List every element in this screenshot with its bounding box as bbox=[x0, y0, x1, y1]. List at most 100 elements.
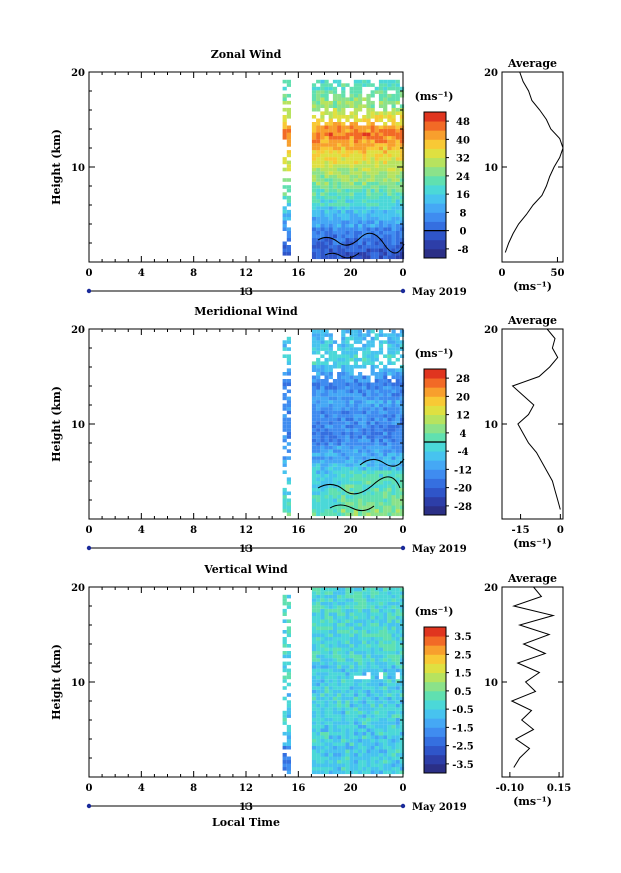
colorbar-swatch bbox=[424, 185, 446, 195]
heatmap-cell bbox=[370, 714, 375, 718]
heatmap-cell bbox=[399, 223, 405, 228]
heatmap-cell bbox=[316, 661, 321, 666]
heatmap-cell bbox=[399, 742, 405, 746]
heatmap-cell bbox=[387, 368, 392, 372]
heatmap-cell bbox=[366, 424, 371, 429]
heatmap-cell bbox=[358, 630, 363, 634]
heatmap-cell bbox=[391, 421, 396, 425]
heatmap-cell bbox=[282, 396, 287, 401]
heatmap-cell bbox=[374, 668, 379, 673]
heatmap-cell bbox=[320, 421, 325, 425]
heatmap-cell bbox=[311, 146, 317, 151]
heatmap-cell bbox=[332, 364, 338, 369]
heatmap-cell bbox=[370, 213, 375, 217]
day-label: 13 bbox=[239, 544, 253, 555]
heatmap-cell bbox=[345, 421, 350, 425]
heatmap-cell bbox=[349, 428, 354, 432]
heatmap-cell bbox=[341, 470, 346, 474]
colorbar-swatch bbox=[424, 396, 446, 406]
heatmap-cell bbox=[286, 357, 291, 362]
heatmap-cell bbox=[370, 738, 375, 743]
heatmap-cell bbox=[311, 248, 317, 253]
heatmap-cell bbox=[362, 633, 367, 638]
heatmap-cell bbox=[324, 129, 329, 133]
heatmap-cell bbox=[349, 97, 354, 101]
heatmap-cell bbox=[370, 591, 375, 595]
heatmap-cell bbox=[316, 417, 321, 422]
heatmap-cell bbox=[378, 456, 384, 460]
heatmap-cell bbox=[362, 605, 367, 609]
heatmap-cell bbox=[395, 760, 400, 764]
heatmap-cell bbox=[324, 710, 329, 715]
heatmap-cell bbox=[374, 651, 379, 655]
heatmap-cell bbox=[286, 129, 291, 133]
heatmap-cell bbox=[374, 470, 379, 474]
heatmap-cell bbox=[378, 414, 384, 418]
heatmap-cell bbox=[341, 714, 346, 718]
heatmap-cell bbox=[366, 431, 371, 436]
heatmap-cell bbox=[320, 456, 325, 460]
heatmap-cell bbox=[316, 770, 321, 775]
heatmap-cell bbox=[395, 379, 400, 383]
colorbar-swatch bbox=[424, 212, 446, 222]
heatmap-cell bbox=[358, 605, 363, 609]
heatmap-cell bbox=[383, 647, 388, 652]
heatmap-cell bbox=[374, 431, 379, 436]
heatmap-cell bbox=[345, 125, 350, 130]
heatmap-cell bbox=[316, 703, 321, 708]
heatmap-cell bbox=[395, 396, 400, 401]
heatmap-cell bbox=[345, 466, 350, 471]
heatmap-cell bbox=[391, 125, 396, 130]
heatmap-cell bbox=[345, 668, 350, 673]
heatmap-cell bbox=[286, 756, 291, 761]
heatmap-cell bbox=[370, 753, 375, 757]
heatmap-cell bbox=[316, 122, 321, 126]
heatmap-cell bbox=[316, 637, 321, 641]
heatmap-cell bbox=[332, 100, 338, 105]
heatmap-cell bbox=[353, 122, 358, 126]
heatmap-cell bbox=[311, 347, 317, 351]
heatmap-cell bbox=[399, 435, 405, 439]
heatmap-cell bbox=[383, 79, 388, 84]
heatmap-cell bbox=[353, 90, 358, 94]
heatmap-cell bbox=[332, 386, 338, 390]
heatmap-cell bbox=[383, 220, 388, 224]
heatmap-cell bbox=[395, 202, 400, 207]
heatmap-cell bbox=[328, 417, 333, 422]
heatmap-cell bbox=[387, 622, 392, 627]
heatmap-cell bbox=[320, 115, 325, 119]
heatmap-cell bbox=[349, 202, 354, 207]
colorbar-swatch bbox=[424, 478, 446, 489]
heatmap-cell bbox=[316, 350, 321, 355]
heatmap-cell bbox=[399, 393, 405, 397]
heatmap-cell bbox=[395, 665, 400, 669]
heatmap-cell bbox=[378, 679, 384, 683]
heatmap-cell bbox=[378, 403, 384, 408]
heatmap-cell bbox=[358, 410, 363, 415]
colorbar-tick-label: 12 bbox=[456, 411, 470, 422]
heatmap-cell bbox=[395, 107, 400, 112]
heatmap-cell bbox=[358, 756, 363, 761]
heatmap-cell bbox=[311, 477, 317, 481]
heatmap-cell bbox=[311, 343, 317, 348]
heatmap-cell bbox=[353, 139, 358, 144]
heatmap-cell bbox=[328, 470, 333, 474]
heatmap-cell bbox=[286, 410, 291, 415]
heatmap-cell bbox=[370, 484, 375, 488]
heatmap-cell bbox=[316, 745, 321, 750]
heatmap-cell bbox=[332, 696, 338, 701]
heatmap-cell bbox=[324, 491, 329, 496]
heatmap-cell bbox=[395, 375, 400, 380]
heatmap-cell bbox=[332, 647, 338, 652]
colorbar-swatch bbox=[424, 369, 446, 379]
heatmap-cell bbox=[349, 174, 354, 179]
heatmap-cell bbox=[345, 731, 350, 736]
heatmap-cell bbox=[337, 731, 342, 736]
heatmap-cell bbox=[395, 227, 400, 231]
heatmap-cell bbox=[391, 466, 396, 471]
heatmap-cell bbox=[324, 230, 329, 235]
heatmap-cell bbox=[370, 129, 375, 133]
heatmap-cell bbox=[320, 707, 325, 711]
heatmap-cell bbox=[374, 449, 379, 453]
heatmap-cell bbox=[358, 700, 363, 704]
